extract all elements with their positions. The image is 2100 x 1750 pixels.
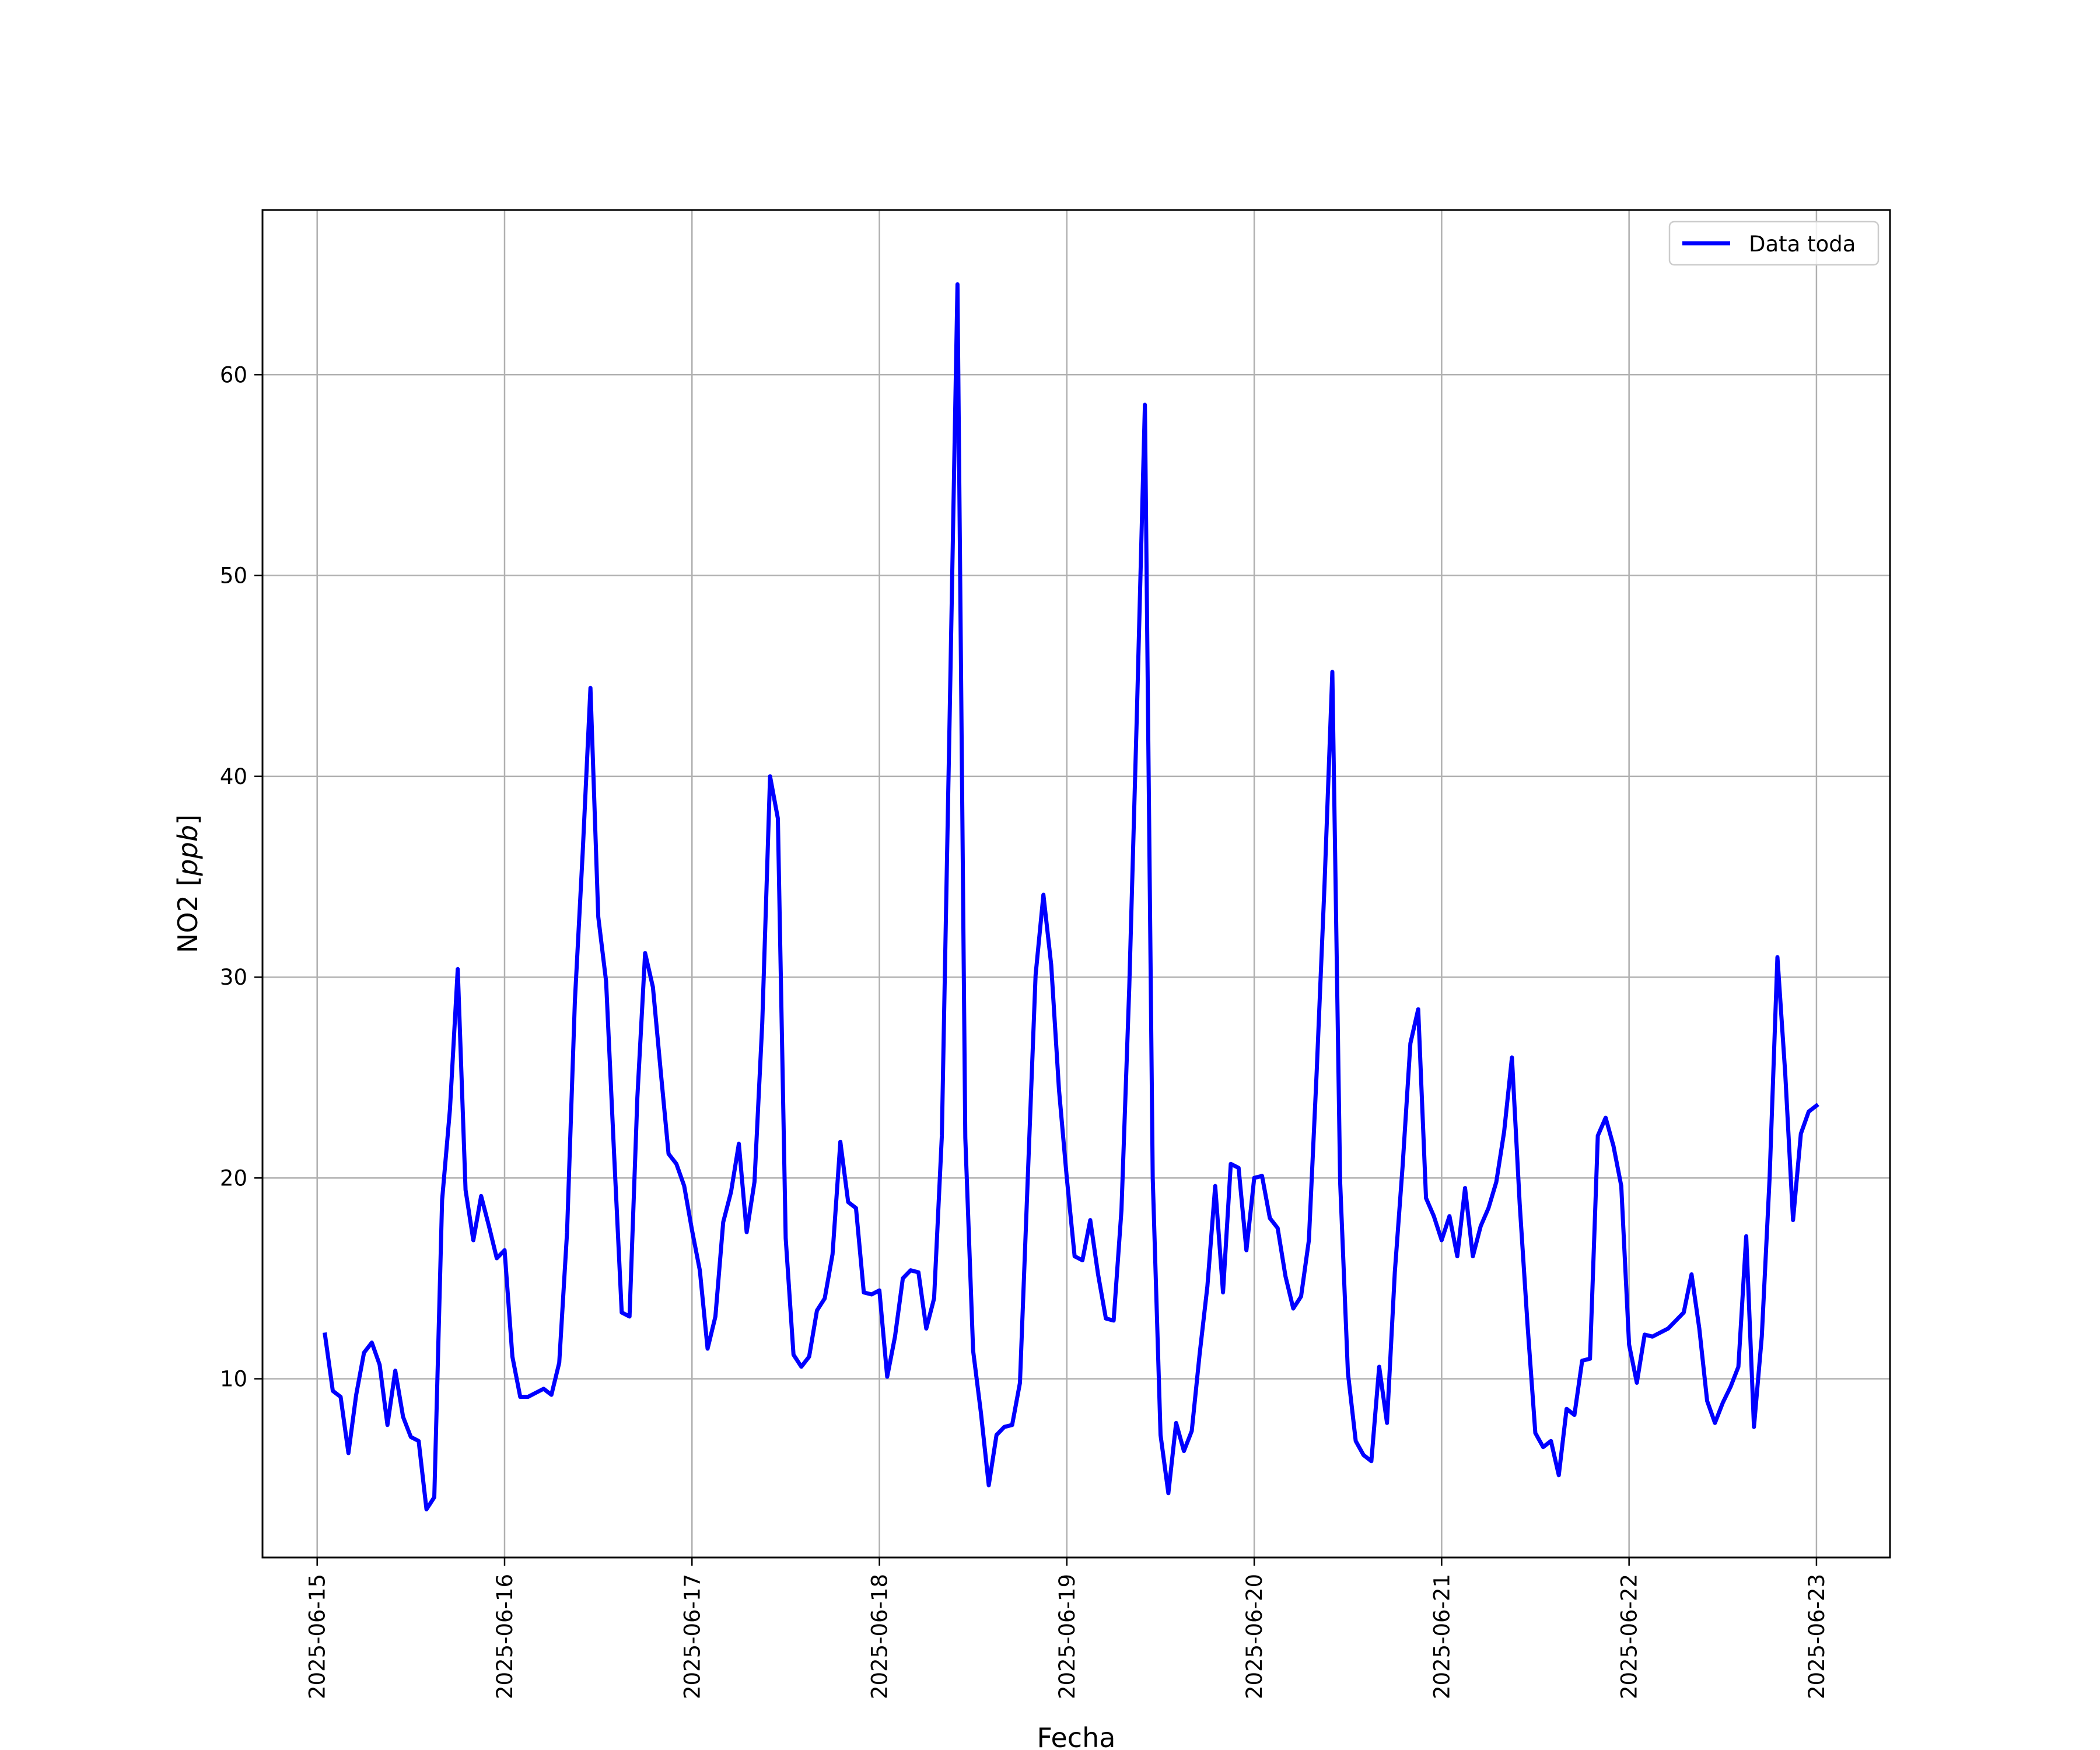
y-tick-label: 20 xyxy=(220,1166,247,1191)
plot-frame xyxy=(261,209,1891,1559)
x-axis: 2025-06-15 2025-06-16 2025-06-17 2025-06-18… xyxy=(305,1558,1829,1699)
x-tick-label: 2025-06-22 xyxy=(1617,1574,1642,1699)
x-tick-label: 2025-06-18 xyxy=(867,1574,892,1699)
x-tick-label: 2025-06-23 xyxy=(1804,1574,1829,1699)
legend-box xyxy=(1668,220,1880,266)
y-axis-title-close: ] xyxy=(172,814,204,825)
y-tick-label: 60 xyxy=(220,362,247,387)
y-tick-label: 40 xyxy=(220,764,247,789)
y-axis: 10 20 30 40 50 60 xyxy=(220,362,262,1392)
x-tick-label: 2025-06-17 xyxy=(680,1574,705,1699)
x-tick-label: 2025-06-15 xyxy=(305,1574,330,1699)
y-tick-label: 50 xyxy=(220,564,247,589)
y-tick-label: 10 xyxy=(220,1367,247,1392)
x-tick-label: 2025-06-21 xyxy=(1429,1574,1454,1699)
y-axis-title-unit: ppb xyxy=(172,825,204,877)
x-tick-label: 2025-06-16 xyxy=(492,1574,517,1699)
y-axis-title: NO2 [ppb] xyxy=(172,814,204,953)
x-axis-title: Fecha xyxy=(1037,1722,1116,1750)
series-layer xyxy=(323,282,1819,1511)
series-line-data-toda xyxy=(323,282,1819,1511)
legend: Data toda xyxy=(1668,220,1880,266)
legend-label-data-toda: Data toda xyxy=(1749,232,1856,257)
x-tick-label: 2025-06-19 xyxy=(1055,1574,1080,1699)
y-axis-title-main: NO2 [ xyxy=(172,876,204,953)
y-tick-label: 30 xyxy=(220,965,247,990)
x-tick-label: 2025-06-20 xyxy=(1242,1574,1267,1699)
